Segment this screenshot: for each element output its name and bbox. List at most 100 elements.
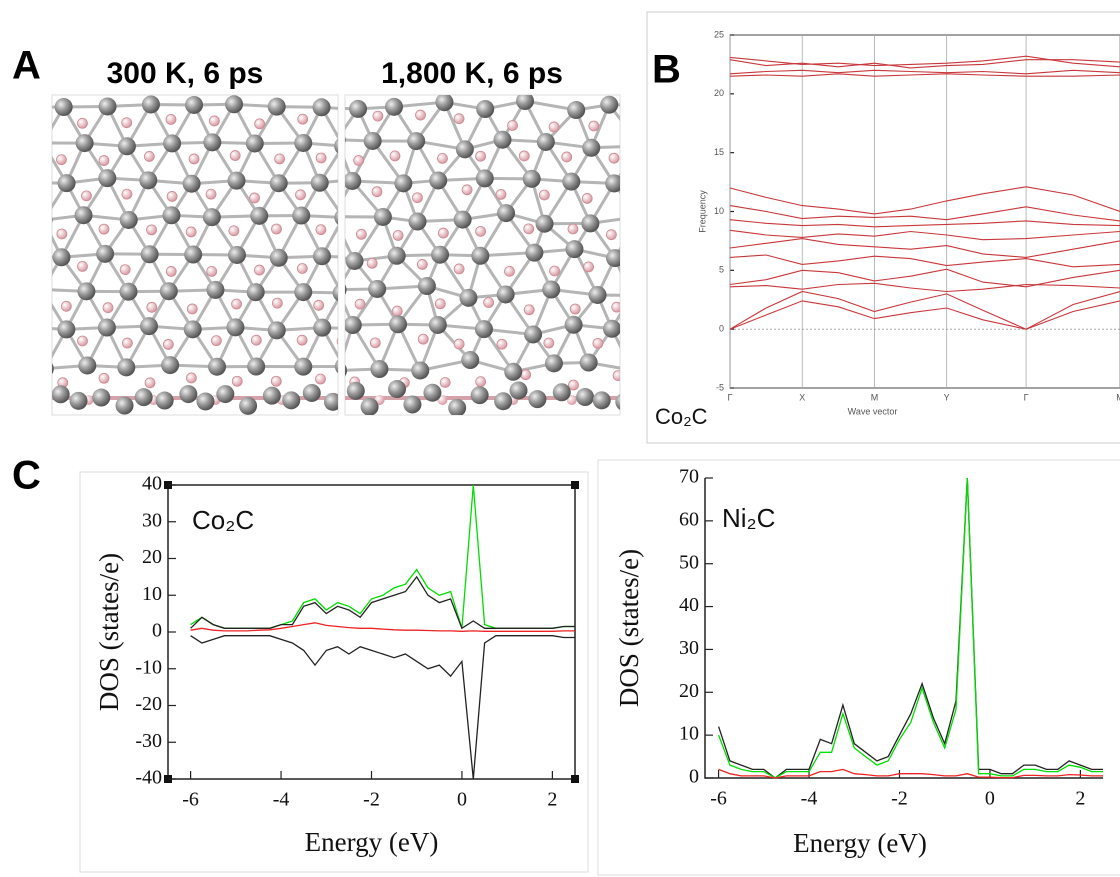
metal-atom — [323, 392, 338, 411]
metal-atom — [605, 174, 620, 193]
metal-atom — [74, 206, 93, 225]
band-line — [190, 635, 575, 780]
metal-atom — [428, 315, 447, 334]
metal-atom — [294, 357, 313, 376]
metal-atom — [52, 248, 71, 267]
carbon-atom — [371, 186, 383, 198]
carbon-atom — [605, 229, 617, 241]
metal-atom — [345, 171, 362, 190]
metal-atom — [163, 134, 182, 153]
metal-atom — [206, 280, 225, 299]
metal-atom — [349, 99, 368, 118]
carbon-atom — [568, 379, 579, 391]
metal-atom — [184, 245, 203, 264]
carbon-atom — [651, 156, 661, 166]
metal-atom — [179, 385, 198, 404]
metal-atom — [552, 383, 571, 402]
carbon-atom — [355, 228, 367, 240]
metal-atom — [509, 381, 528, 400]
x-tick-label: 2 — [547, 789, 557, 811]
carbon-atom — [632, 267, 642, 277]
metal-atom — [92, 388, 111, 407]
carbon-atom — [270, 375, 282, 387]
metal-atom — [33, 280, 51, 298]
metal-atom — [294, 133, 313, 152]
metal-atom — [155, 391, 174, 410]
corner-handle — [571, 775, 579, 783]
carbon-atom — [353, 155, 365, 166]
bond — [615, 256, 620, 260]
metal-atom — [373, 207, 392, 226]
carbon-atom — [592, 337, 604, 349]
carbon-atom — [656, 379, 666, 389]
metal-atom — [461, 351, 480, 370]
metal-atom — [247, 357, 266, 376]
bond — [23, 289, 42, 327]
metal-atom — [528, 390, 547, 409]
carbon-atom — [77, 117, 88, 129]
metal-atom — [622, 286, 640, 304]
metal-atom — [615, 393, 620, 410]
carbon-atom — [121, 117, 133, 129]
chart: -5 0 5 10 15 20 25 Γ X M Y Γ M Wave vector Frequency Co… — [655, 29, 1120, 429]
metal-atom — [431, 245, 450, 264]
carbon-atom — [567, 223, 579, 235]
x-tick-label: M — [1116, 392, 1120, 402]
bond — [664, 141, 679, 185]
metal-atom — [525, 243, 544, 262]
metal-atom — [370, 360, 389, 379]
bond — [20, 183, 44, 221]
carbon-atom — [296, 334, 308, 346]
metal-atom — [407, 132, 426, 151]
carbon-atom — [672, 121, 682, 131]
x-tick-label: -6 — [710, 788, 727, 810]
y-tick-label: 20 — [142, 546, 162, 568]
metal-atom — [453, 210, 472, 229]
metal-atom — [345, 364, 348, 377]
metal-atom — [389, 315, 408, 334]
metal-atom — [606, 249, 620, 268]
metal-atom — [592, 391, 611, 410]
band-line — [729, 186, 1120, 215]
carbon-atom — [523, 304, 535, 316]
x-axis-label: Wave vector — [848, 406, 898, 416]
metal-atom — [312, 98, 331, 117]
metal-atom — [394, 174, 413, 193]
carbon-atom — [119, 264, 131, 276]
x-axis-label: Energy (eV) — [793, 828, 927, 858]
metal-atom — [429, 171, 448, 190]
carbon-atom — [461, 184, 473, 196]
x-tick-label: Γ — [728, 392, 733, 402]
x-tick-label: -4 — [273, 789, 290, 811]
panel-frame — [597, 459, 1120, 876]
metal-atom — [57, 320, 76, 339]
bond — [631, 291, 679, 295]
y-tick-label: 30 — [679, 637, 699, 659]
metal-atom — [388, 380, 407, 399]
metal-atom — [408, 212, 427, 231]
band-line — [729, 55, 1120, 68]
metal-atom — [334, 359, 338, 374]
panel-frame — [79, 471, 589, 873]
band-line — [729, 69, 1120, 75]
metal-atom — [385, 97, 404, 116]
carbon-atom — [475, 376, 487, 388]
metal-atom — [670, 357, 688, 375]
x-tick-label: Y — [944, 392, 950, 402]
y-tick-label: 10 — [679, 723, 699, 745]
metal-atom — [162, 206, 181, 225]
bond — [638, 212, 675, 217]
metal-atom — [670, 132, 688, 150]
metal-atom — [262, 386, 281, 405]
metal-atom — [602, 319, 620, 338]
metal-atom — [310, 173, 329, 192]
carbon-atom — [205, 188, 217, 200]
carbon-atom — [475, 225, 486, 237]
carbon-atom — [566, 395, 577, 405]
carbon-atom — [612, 370, 620, 382]
metal-atom — [579, 353, 598, 372]
panel-frame — [646, 11, 1120, 444]
bond — [641, 105, 659, 146]
carbon-atom — [98, 372, 110, 384]
carbon-atom — [98, 155, 110, 166]
